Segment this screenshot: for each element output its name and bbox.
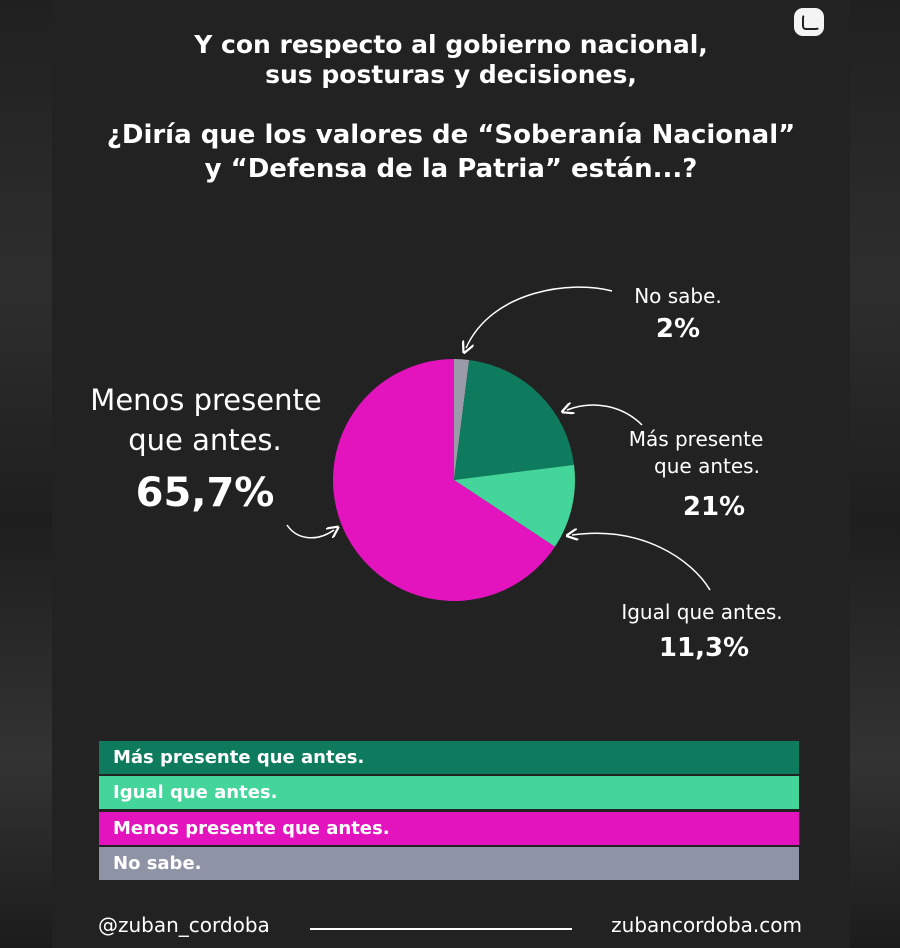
question-line-2: y “Defensa de la Patria” están...? <box>204 154 698 184</box>
legend-row: No sabe. <box>99 847 799 880</box>
pct-menos: 65,7% <box>136 470 275 516</box>
pct-no-sabe: 2% <box>656 314 700 344</box>
arrow-mas <box>567 405 643 426</box>
footer-divider <box>310 928 572 930</box>
legend-row: Igual que antes. <box>99 776 799 809</box>
arrow-igual <box>572 533 711 591</box>
background-right <box>850 0 900 948</box>
pie-chart: No sabe. 2% Más presente que antes. 21% … <box>90 284 782 663</box>
legend-label: Más presente que antes. <box>113 747 365 768</box>
legend-label: Igual que antes. <box>113 782 278 803</box>
title-line-2: sus posturas y decisiones, <box>265 60 637 89</box>
title-line-1: Y con respecto al gobierno nacional, <box>194 30 708 59</box>
infographic-panel: Y con respecto al gobierno nacional, sus… <box>52 0 850 948</box>
pie-slice-3 <box>332 359 555 602</box>
background-left <box>0 0 52 948</box>
question-line-1: ¿Diría que los valores de “Soberanía Nac… <box>106 120 796 150</box>
pct-igual: 11,3% <box>659 633 749 663</box>
pie-slice-1 <box>454 359 575 480</box>
label-igual: Igual que antes. <box>621 600 782 624</box>
pct-mas: 21% <box>683 492 745 522</box>
label-menos-2: que antes. <box>128 423 282 457</box>
pie-slice-2 <box>454 464 576 547</box>
footer-website[interactable]: zubancordoba.com <box>611 913 802 937</box>
footer-handle[interactable]: @zuban_cordoba <box>98 913 270 937</box>
label-mas-1: Más presente <box>629 427 764 451</box>
instagram-icon[interactable] <box>794 8 824 36</box>
label-menos-1: Menos presente <box>90 383 321 417</box>
arrow-menos <box>286 524 334 539</box>
pie-slice-0 <box>454 359 470 480</box>
label-no-sabe: No sabe. <box>634 284 722 308</box>
legend-label: No sabe. <box>113 853 202 874</box>
arrow-no-sabe <box>466 286 613 348</box>
legend-row: Menos presente que antes. <box>99 812 799 845</box>
legend-row: Más presente que antes. <box>99 741 799 774</box>
legend-label: Menos presente que antes. <box>113 818 390 839</box>
label-mas-2: que antes. <box>654 454 760 478</box>
